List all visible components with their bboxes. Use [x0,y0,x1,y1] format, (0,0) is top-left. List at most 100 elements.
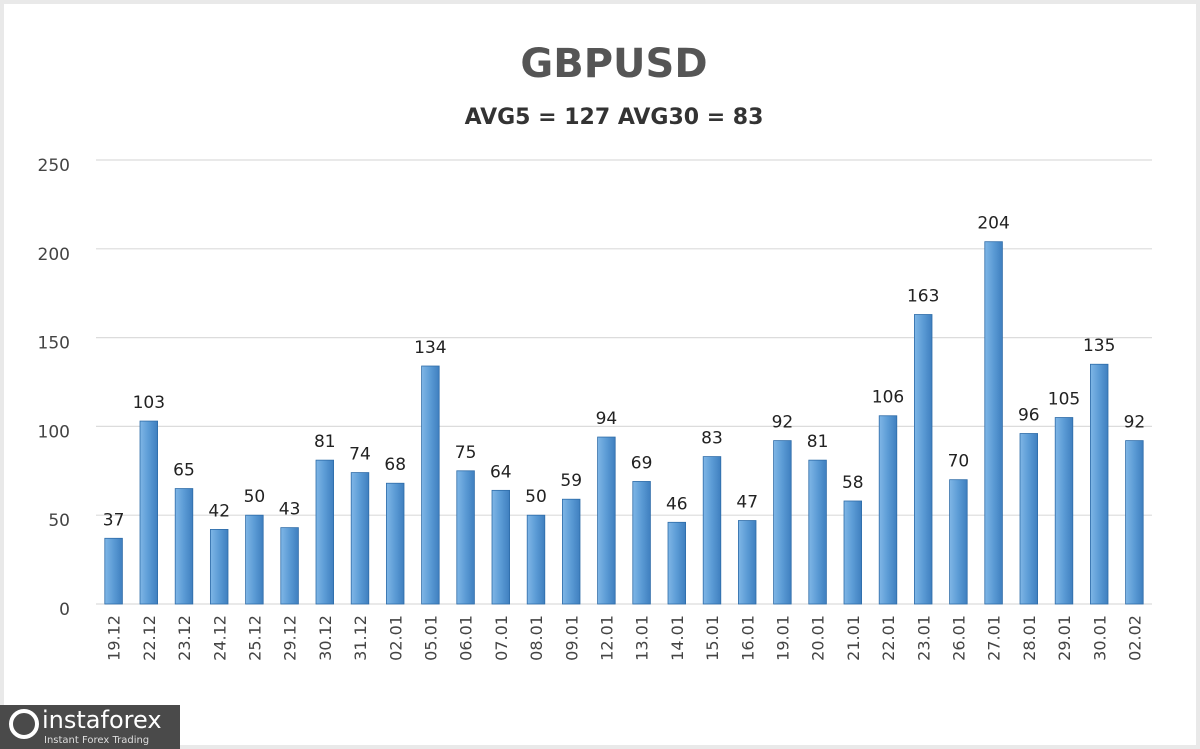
bar [174,488,194,605]
bar [632,481,651,605]
bar [984,241,1003,605]
value-label: 103 [133,393,165,413]
value-label: 50 [244,487,266,507]
bar [280,527,299,605]
value-label: 65 [173,461,195,481]
x-tick-label: 25.12 [245,615,264,661]
logo: instaforex Instant Forex Trading [0,705,180,749]
value-label: 83 [701,429,723,449]
x-tick-label: 12.01 [598,615,617,661]
bar [597,436,616,605]
x-tick-label: 19.12 [105,615,124,661]
x-tick-label: 09.01 [562,615,581,661]
value-label: 204 [977,214,1009,234]
x-tick-label: 30.12 [316,615,335,661]
value-label: 50 [525,487,547,507]
value-label: 37 [103,510,125,530]
bar [1054,417,1074,605]
chart-title: GBPUSD [520,41,707,87]
bar [209,529,229,605]
value-label: 70 [948,452,970,472]
value-label: 81 [807,432,829,452]
bar [491,489,511,605]
bar [104,537,123,605]
value-label: 69 [631,453,653,473]
bar [949,479,968,605]
bar [1090,363,1109,605]
x-tick-label: 30.01 [1090,615,1109,661]
bar [385,482,405,605]
value-label: 94 [596,409,618,429]
x-tick-label: 23.01 [914,615,933,661]
x-tick-label: 16.01 [738,615,757,661]
value-label: 96 [1018,406,1040,426]
bar [421,365,440,605]
bar [878,415,898,605]
value-label: 42 [208,501,230,521]
y-tick-label: 200 [38,245,70,265]
x-tick-label: 02.01 [386,615,405,661]
y-tick-label: 250 [38,156,70,176]
bar [808,459,827,605]
x-tick-label: 20.01 [809,615,828,661]
y-tick-label: 0 [59,600,70,620]
value-label: 134 [414,338,446,358]
value-label: 163 [907,287,939,307]
x-tick-label: 24.12 [210,615,229,661]
x-tick-label: 31.12 [351,615,370,661]
value-label: 64 [490,462,512,482]
value-label: 47 [736,493,758,513]
bar [738,520,757,605]
x-tick-label: 21.01 [844,615,863,661]
x-tick-label: 19.01 [774,615,793,661]
value-label: 75 [455,443,477,463]
bar [245,514,264,605]
x-tick-label: 06.01 [457,615,476,661]
x-tick-label: 14.01 [668,615,687,661]
value-label: 105 [1048,390,1080,410]
logo-tagline: Instant Forex Trading [44,735,149,746]
value-label: 58 [842,473,864,493]
bar [350,472,370,605]
value-label: 43 [279,500,301,520]
y-tick-label: 150 [38,334,70,354]
bar [1019,433,1039,605]
x-tick-label: 23.12 [175,615,194,661]
value-label: 92 [1124,413,1146,433]
x-tick-label: 07.01 [492,615,511,661]
x-tick-label: 22.12 [140,615,159,661]
value-label: 74 [349,445,371,465]
bar [773,440,792,605]
plot-area: 0 50 100 150 200 250 19.12 37 22.12 103 23.12 65 24.… [38,156,1152,661]
y-tick-label: 100 [38,422,70,442]
bar [914,314,933,605]
value-label: 68 [384,455,406,475]
value-label: 135 [1083,336,1115,356]
bar [456,470,475,605]
bar [315,459,335,605]
bar [843,500,863,605]
x-tick-label: 15.01 [703,615,722,661]
chart-subtitle: AVG5 = 127 AVG30 = 83 [465,105,764,130]
bar [667,521,687,605]
bar [562,498,581,605]
x-tick-label: 27.01 [985,615,1004,661]
logo-brand: instaforex [42,706,162,734]
x-tick-label: 02.02 [1126,615,1145,661]
x-tick-label: 05.01 [421,615,440,661]
value-label: 81 [314,432,336,452]
value-label: 92 [772,413,794,433]
value-label: 59 [560,471,582,491]
bar [1125,440,1144,605]
x-tick-label: 08.01 [527,615,546,661]
x-tick-label: 26.01 [950,615,969,661]
bar [139,420,159,605]
bar [702,456,722,605]
x-tick-label: 22.01 [879,615,898,661]
bar [526,514,546,605]
x-tick-label: 28.01 [1020,615,1039,661]
x-tick-label: 13.01 [633,615,652,661]
x-tick-label: 29.01 [1055,615,1074,661]
logo-icon [9,709,39,739]
